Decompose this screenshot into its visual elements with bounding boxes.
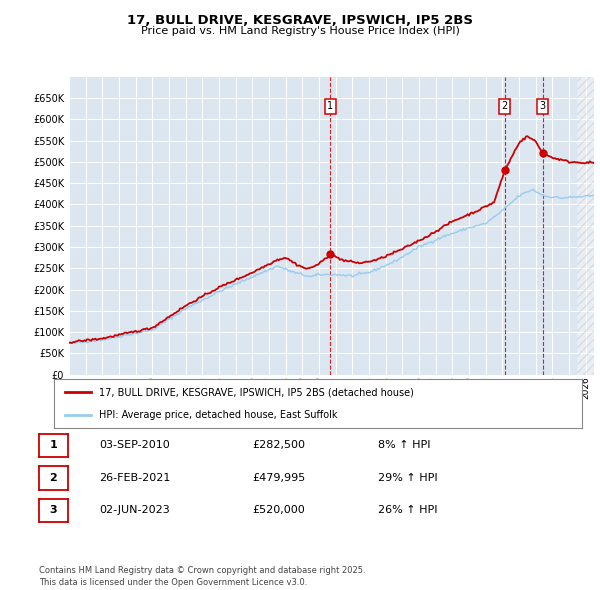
- Text: £479,995: £479,995: [252, 473, 305, 483]
- Text: £520,000: £520,000: [252, 506, 305, 515]
- Text: Contains HM Land Registry data © Crown copyright and database right 2025.
This d: Contains HM Land Registry data © Crown c…: [39, 566, 365, 587]
- Text: 8% ↑ HPI: 8% ↑ HPI: [378, 441, 431, 450]
- Text: 02-JUN-2023: 02-JUN-2023: [99, 506, 170, 515]
- Text: 26-FEB-2021: 26-FEB-2021: [99, 473, 170, 483]
- Text: 1: 1: [50, 441, 57, 450]
- Text: £282,500: £282,500: [252, 441, 305, 450]
- Text: 17, BULL DRIVE, KESGRAVE, IPSWICH, IP5 2BS: 17, BULL DRIVE, KESGRAVE, IPSWICH, IP5 2…: [127, 14, 473, 27]
- Text: 1: 1: [327, 101, 333, 112]
- Text: 29% ↑ HPI: 29% ↑ HPI: [378, 473, 437, 483]
- Text: 2: 2: [502, 101, 508, 112]
- Text: 3: 3: [539, 101, 546, 112]
- Text: HPI: Average price, detached house, East Suffolk: HPI: Average price, detached house, East…: [99, 409, 337, 419]
- Text: 17, BULL DRIVE, KESGRAVE, IPSWICH, IP5 2BS (detached house): 17, BULL DRIVE, KESGRAVE, IPSWICH, IP5 2…: [99, 388, 414, 398]
- Text: Price paid vs. HM Land Registry's House Price Index (HPI): Price paid vs. HM Land Registry's House …: [140, 27, 460, 36]
- Text: 03-SEP-2010: 03-SEP-2010: [99, 441, 170, 450]
- Text: 26% ↑ HPI: 26% ↑ HPI: [378, 506, 437, 515]
- Text: 2: 2: [50, 473, 57, 483]
- Text: 3: 3: [50, 506, 57, 515]
